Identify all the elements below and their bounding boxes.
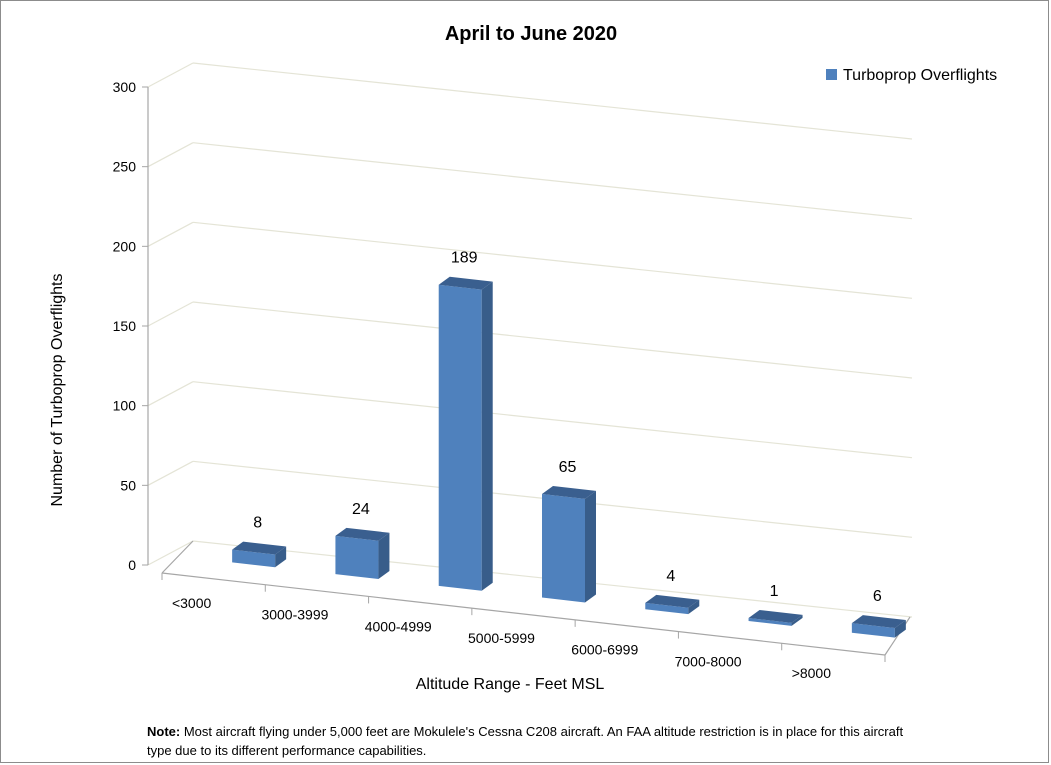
bar-top xyxy=(438,276,493,290)
bar-side xyxy=(378,532,390,580)
x-axis-line xyxy=(161,572,886,656)
gridlines xyxy=(147,62,913,618)
legend-label: Turboprop Overflights xyxy=(843,67,997,84)
bar-top xyxy=(232,541,287,555)
bar-6 xyxy=(851,615,906,638)
note-text: Most aircraft flying under 5,000 feet ar… xyxy=(147,724,904,758)
x-tick-label: 6000-6999 xyxy=(571,642,638,658)
bar-side xyxy=(791,614,803,626)
gridline-side xyxy=(147,540,194,566)
y-axis-title: Number of Turboprop Overflights xyxy=(49,274,66,507)
y-tick-label: 100 xyxy=(113,398,137,414)
x-tick-label: 4000-4999 xyxy=(365,618,432,634)
data-label: 6 xyxy=(873,588,882,605)
bar-4 xyxy=(645,594,700,615)
data-label: 8 xyxy=(253,515,262,532)
bar-2 xyxy=(438,276,493,591)
gridline-side xyxy=(147,221,194,247)
axes: 0 50 100 150 200 250 300 <3000 3000-3999 4000-499… xyxy=(113,79,911,681)
data-label: 1 xyxy=(770,583,779,600)
bar-side xyxy=(585,490,596,603)
bar-front xyxy=(438,284,482,591)
x-tick-label: >8000 xyxy=(792,665,832,681)
bar-top xyxy=(335,527,390,541)
bar-0 xyxy=(232,541,287,568)
bar-front xyxy=(645,602,689,615)
data-label: 189 xyxy=(451,250,478,267)
note-label: Note: xyxy=(147,724,181,739)
x-tick-label: 5000-5999 xyxy=(468,630,535,646)
bar-5 xyxy=(748,609,803,626)
x-tick-label: 7000-8000 xyxy=(675,653,742,669)
gridline xyxy=(192,381,913,459)
bar-side xyxy=(688,599,700,615)
bar-top xyxy=(542,485,596,499)
gridline xyxy=(192,142,913,220)
chart-note: Note: Most aircraft flying under 5,000 f… xyxy=(147,722,927,760)
floor-edge-left xyxy=(161,540,194,574)
bar-3 xyxy=(542,485,596,603)
bar-top xyxy=(851,615,906,629)
bars xyxy=(232,276,906,638)
data-label: 65 xyxy=(559,459,577,476)
y-tick-label: 50 xyxy=(120,477,136,493)
bar-top xyxy=(748,609,803,623)
gridline-side xyxy=(147,301,194,327)
bar-front xyxy=(542,493,585,603)
y-tick-label: 0 xyxy=(128,557,136,573)
chart-title: April to June 2020 xyxy=(445,23,617,45)
y-tick-label: 250 xyxy=(113,159,137,175)
x-axis-title: Altitude Range - Feet MSL xyxy=(416,676,605,693)
gridline xyxy=(192,221,913,299)
gridline-side xyxy=(147,381,194,407)
bar-front xyxy=(748,617,792,626)
data-labels: 8 24 189 65 4 1 6 xyxy=(253,250,882,605)
bar-front xyxy=(232,549,276,568)
gridline-side xyxy=(147,62,194,88)
bar-side xyxy=(275,546,287,568)
x-tick-label: <3000 xyxy=(172,595,212,611)
legend-swatch xyxy=(826,69,837,80)
x-tick-label: 3000-3999 xyxy=(261,607,328,623)
bar-top xyxy=(645,594,700,608)
gridline-side xyxy=(147,460,194,486)
gridline xyxy=(192,62,913,140)
bar-1 xyxy=(335,527,390,580)
y-tick-label: 150 xyxy=(113,318,137,334)
bar-front xyxy=(851,623,895,638)
data-label: 4 xyxy=(666,568,675,585)
bar-side xyxy=(481,281,493,591)
y-tick-label: 300 xyxy=(113,79,137,95)
data-label: 24 xyxy=(352,501,370,518)
gridline xyxy=(192,301,913,379)
gridline-side xyxy=(147,142,194,168)
y-tick-label: 200 xyxy=(113,238,137,254)
bar-front xyxy=(335,535,379,580)
bar-side xyxy=(894,620,906,638)
legend: Turboprop Overflights xyxy=(826,67,997,84)
